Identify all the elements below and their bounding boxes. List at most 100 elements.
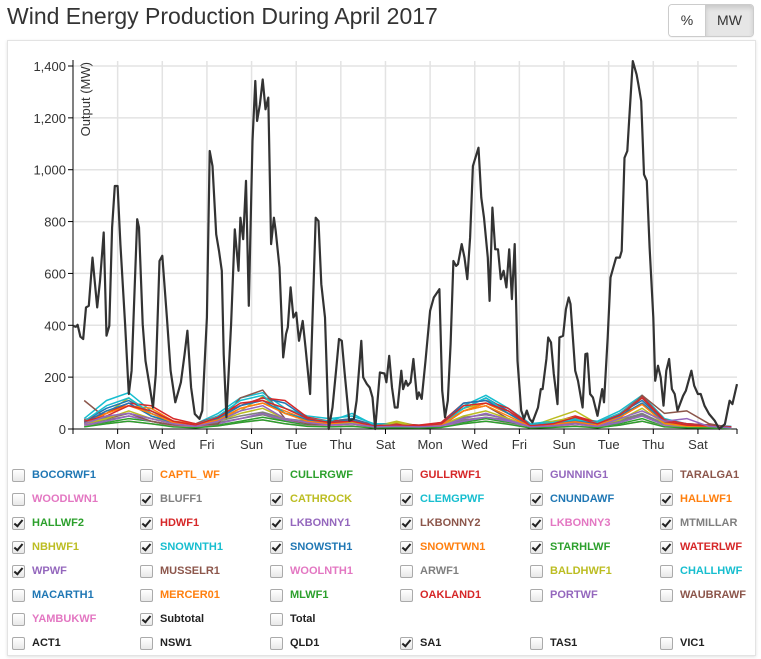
legend-item-portwf[interactable]: PORTWF [530,587,598,603]
percent-button[interactable]: % [669,5,706,36]
legend-item-bluff1[interactable]: BLUFF1 [140,491,202,507]
legend-item-woodlwn1[interactable]: WOODLWN1 [12,491,98,507]
checkbox[interactable] [530,516,543,530]
legend-item-clemgpwf[interactable]: CLEMGPWF [400,491,484,507]
checkbox[interactable] [400,516,413,530]
checkbox[interactable] [270,540,283,554]
checkbox[interactable] [140,468,153,482]
checkbox[interactable] [530,540,543,554]
checkbox[interactable] [270,468,283,482]
checkbox[interactable] [660,468,673,482]
checkbox[interactable] [140,492,153,506]
checkbox[interactable] [140,636,153,650]
legend-item-hallwf1[interactable]: HALLWF1 [660,491,732,507]
checkbox[interactable] [530,492,543,506]
legend-item-woolnth1[interactable]: WOOLNTH1 [270,563,353,579]
legend-item-arwf1[interactable]: ARWF1 [400,563,459,579]
legend-item-mlwf1[interactable]: MLWF1 [270,587,329,603]
checkbox[interactable] [12,540,25,554]
legend-item-lkbonny3[interactable]: LKBONNY3 [530,515,611,531]
checkbox[interactable] [660,564,673,578]
checkbox[interactable] [270,492,283,506]
legend-item-vic1[interactable]: VIC1 [660,635,704,651]
checkbox[interactable] [400,588,413,602]
checkbox[interactable] [400,564,413,578]
x-tick-label: Fri [199,437,214,451]
x-tick-label: Sat [376,437,396,451]
legend-item-cullrgwf[interactable]: CULLRGWF [270,467,353,483]
legend-item-tas1[interactable]: TAS1 [530,635,577,651]
legend-item-snowsth1[interactable]: SNOWSTH1 [270,539,352,555]
legend-item-waubrawf[interactable]: WAUBRAWF [660,587,746,603]
checkbox[interactable] [530,636,543,650]
checkbox[interactable] [270,564,283,578]
checkbox[interactable] [660,492,673,506]
checkbox[interactable] [660,540,673,554]
legend-label: YAMBUKWF [32,613,97,625]
legend-item-cnundawf[interactable]: CNUNDAWF [530,491,614,507]
checkbox[interactable] [530,588,543,602]
mw-button[interactable]: MW [706,5,753,36]
legend-item-gunning1[interactable]: GUNNING1 [530,467,608,483]
legend-item-macarth1[interactable]: MACARTH1 [12,587,94,603]
checkbox[interactable] [660,588,673,602]
legend-label: CAPTL_WF [160,469,220,481]
checkbox[interactable] [400,636,413,650]
legend-item-snownth1[interactable]: SNOWNTH1 [140,539,223,555]
checkbox[interactable] [12,492,25,506]
legend-item-sa1[interactable]: SA1 [400,635,441,651]
legend-item-taralga1[interactable]: TARALGA1 [660,467,739,483]
checkbox[interactable] [400,468,413,482]
legend-item-captl_wf[interactable]: CAPTL_WF [140,467,220,483]
legend-item-starhlwf[interactable]: STARHLWF [530,539,610,555]
checkbox[interactable] [140,564,153,578]
checkbox[interactable] [12,612,25,626]
legend-item-gullrwf1[interactable]: GULLRWF1 [400,467,481,483]
checkbox[interactable] [140,540,153,554]
checkbox[interactable] [270,516,283,530]
legend-item-mercer01[interactable]: MERCER01 [140,587,220,603]
checkbox[interactable] [12,564,25,578]
legend-item-waterlwf[interactable]: WATERLWF [660,539,742,555]
legend-item-bocorwf1[interactable]: BOCORWF1 [12,467,96,483]
legend-item-wpwf[interactable]: WPWF [12,563,67,579]
chart-panel: 0 200 400 600 800 1,000 1,200 1,400 Mon Wed Fri Sun… [7,40,756,656]
checkbox[interactable] [140,588,153,602]
legend-item-nsw1[interactable]: NSW1 [140,635,192,651]
legend-item-snowtwn1[interactable]: SNOWTWN1 [400,539,485,555]
checkbox[interactable] [270,612,283,626]
legend-item-hdwf1[interactable]: HDWF1 [140,515,199,531]
legend-item-hallwf2[interactable]: HALLWF2 [12,515,84,531]
checkbox[interactable] [140,516,153,530]
checkbox[interactable] [12,516,25,530]
checkbox[interactable] [530,564,543,578]
checkbox[interactable] [12,468,25,482]
checkbox[interactable] [660,516,673,530]
legend-item-nbhwf1[interactable]: NBHWF1 [12,539,79,555]
legend-item-yambukwf[interactable]: YAMBUKWF [12,611,96,627]
legend-item-lkbonny1[interactable]: LKBONNY1 [270,515,351,531]
legend-item-lkbonny2[interactable]: LKBONNY2 [400,515,481,531]
checkbox[interactable] [12,636,25,650]
checkbox[interactable] [270,588,283,602]
legend-item-mtmillar[interactable]: MTMILLAR [660,515,737,531]
checkbox[interactable] [400,492,413,506]
checkbox[interactable] [270,636,283,650]
checkbox[interactable] [400,540,413,554]
checkbox[interactable] [530,468,543,482]
y-tick-label: 1,000 [33,163,66,178]
page-title: Wind Energy Production During April 2017 [7,3,438,29]
legend-item-oakland1[interactable]: OAKLAND1 [400,587,481,603]
checkbox[interactable] [140,612,153,626]
legend-item-musselr1[interactable]: MUSSELR1 [140,563,220,579]
legend-item-act1[interactable]: ACT1 [12,635,61,651]
legend-item-cathrock[interactable]: CATHROCK [270,491,352,507]
legend-item-baldhwf1[interactable]: BALDHWF1 [530,563,612,579]
legend-item-subtotal[interactable]: Subtotal [140,611,204,627]
legend-item-challhwf[interactable]: CHALLHWF [660,563,742,579]
checkbox[interactable] [660,636,673,650]
legend-item-total[interactable]: Total [270,611,315,627]
legend-item-qld1[interactable]: QLD1 [270,635,319,651]
checkbox[interactable] [12,588,25,602]
x-tick-label: Thu [642,437,664,451]
